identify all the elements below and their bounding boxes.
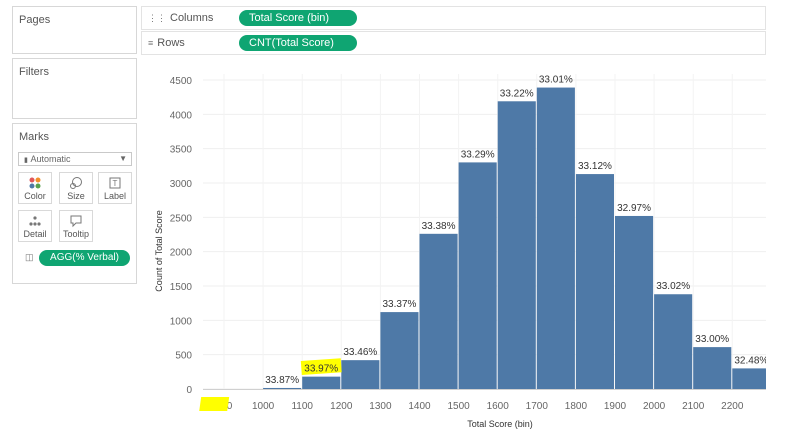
- x-tick-label: 1300: [369, 401, 392, 412]
- bar-chart-icon: ▮: [24, 157, 29, 164]
- bar-label: 33.02%: [656, 281, 690, 292]
- y-tick-label: 1500: [170, 282, 193, 293]
- histogram-bar[interactable]: [615, 215, 654, 389]
- bar-label: 33.01%: [539, 75, 573, 86]
- size-card-label: Size: [67, 191, 85, 201]
- y-tick-label: 500: [175, 351, 192, 362]
- label-icon: T: [99, 176, 131, 191]
- columns-shelf[interactable]: ⋮⋮ Columns Total Score (bin): [141, 6, 766, 30]
- bar-label: 32.97%: [617, 203, 651, 214]
- y-tick-label: 3000: [170, 179, 193, 190]
- svg-text:T: T: [113, 179, 118, 188]
- rows-shelf[interactable]: ≡ Rows CNT(Total Score): [141, 31, 766, 55]
- filters-panel[interactable]: Filters: [12, 58, 137, 119]
- histogram-bar[interactable]: [732, 368, 766, 389]
- bar-label: 33.29%: [461, 149, 495, 160]
- bar-label: 33.46%: [343, 347, 377, 358]
- labels-layer: 33.87% 33.97% 33.46% 33.37% 33.38% 33.29% 33.2…: [265, 75, 766, 386]
- bar-label: 33.38%: [422, 221, 456, 232]
- filters-title: Filters: [19, 66, 49, 78]
- x-tick-label: 1700: [526, 401, 549, 412]
- label-field-icon: ◫: [25, 252, 34, 262]
- histogram-bar[interactable]: [654, 294, 693, 389]
- bar-label: 33.22%: [500, 88, 534, 99]
- y-tick-label: 4500: [170, 76, 193, 87]
- rows-shelf-label: ≡ Rows: [148, 37, 185, 49]
- tooltip-card-label: Tooltip: [62, 229, 89, 239]
- x-tick-label: 1100: [291, 401, 313, 412]
- x-tick-label: 1900: [604, 401, 627, 412]
- histogram-bar[interactable]: [575, 174, 614, 389]
- x-tick-label: 1500: [447, 401, 470, 412]
- y-tick-label: 3500: [170, 145, 193, 156]
- histogram-bar[interactable]: [693, 347, 732, 389]
- bar-label: 33.00%: [695, 334, 729, 345]
- bar-label: 33.12%: [578, 161, 612, 172]
- x-axis-title: Total Score (bin): [467, 419, 533, 429]
- x-tick-label: 1400: [408, 401, 431, 412]
- detail-icon: [19, 214, 51, 229]
- size-icon: [60, 176, 92, 191]
- agg-verbal-pill[interactable]: AGG(% Verbal): [39, 250, 130, 266]
- color-dots-icon: [19, 176, 51, 191]
- detail-card-label: Detail: [23, 229, 47, 239]
- y-tick-label: 1000: [170, 316, 193, 327]
- mark-type-dropdown[interactable]: ▮ Automatic ▼: [18, 152, 132, 166]
- size-card[interactable]: Size: [59, 172, 93, 204]
- y-tick-label: 0: [186, 385, 192, 396]
- bar-label: 32.48%: [734, 355, 766, 366]
- x-tick-label: 2000: [643, 401, 666, 412]
- columns-pill[interactable]: Total Score (bin): [239, 10, 357, 26]
- columns-shelf-label: ⋮⋮ Columns: [148, 12, 213, 24]
- y-tick-label: 2500: [170, 213, 193, 224]
- rows-icon: ≡: [148, 38, 154, 48]
- bar-label-highlight: [300, 358, 342, 376]
- histogram-bar[interactable]: [380, 312, 419, 389]
- columns-icon: ⋮⋮: [148, 13, 166, 23]
- x-axis-ticks: 9001000110012001300140015001600170018001…: [199, 397, 744, 412]
- y-axis-title: Count of Total Score: [154, 210, 164, 291]
- histogram-bar[interactable]: [458, 162, 497, 389]
- tooltip-card[interactable]: Tooltip: [59, 210, 93, 242]
- marks-title: Marks: [19, 131, 49, 143]
- color-card-label: Color: [24, 191, 46, 201]
- histogram-bar[interactable]: [341, 360, 380, 389]
- x-tick-label: 1800: [565, 401, 588, 412]
- pages-panel: Pages: [12, 6, 137, 54]
- x-tick-label: 1600: [487, 401, 510, 412]
- x-tick-label: 2200: [721, 401, 744, 412]
- mark-type-value: Automatic: [30, 154, 71, 164]
- x-tick-highlight: [199, 397, 230, 411]
- color-card[interactable]: Color: [18, 172, 52, 204]
- x-tick-label: 2100: [682, 401, 705, 412]
- chevron-down-icon: ▼: [119, 154, 127, 163]
- x-tick-label: 1000: [252, 401, 275, 412]
- x-tick-label: 1200: [330, 401, 353, 412]
- rows-pill[interactable]: CNT(Total Score): [239, 35, 357, 51]
- marks-panel: Marks ▮ Automatic ▼ Color Size: [12, 123, 137, 284]
- bar-label: 33.97%: [304, 364, 338, 375]
- histogram-bar[interactable]: [536, 87, 575, 389]
- columns-label-text: Columns: [170, 12, 214, 24]
- detail-card[interactable]: Detail: [18, 210, 52, 242]
- bar-label: 33.87%: [265, 375, 299, 386]
- histogram-bar[interactable]: [302, 376, 341, 389]
- y-axis-ticks: 0 500 1000 1500 2000 2500 3000 3500 4000 4500: [170, 76, 193, 396]
- y-tick-label: 4000: [170, 110, 193, 121]
- y-tick-label: 2000: [170, 248, 193, 259]
- label-card[interactable]: T Label: [98, 172, 132, 204]
- histogram-bar[interactable]: [263, 387, 302, 389]
- histogram-bar[interactable]: [497, 101, 536, 389]
- histogram-chart[interactable]: 33.87% 33.97% 33.46% 33.37% 33.38% 33.29% 33.2…: [141, 56, 766, 436]
- label-card-label: Label: [103, 191, 127, 201]
- pages-title: Pages: [19, 14, 51, 26]
- bar-label: 33.37%: [382, 299, 416, 310]
- chart-area[interactable]: 33.87% 33.97% 33.46% 33.37% 33.38% 33.29% 33.2…: [141, 56, 766, 436]
- bars-layer: [263, 87, 766, 389]
- histogram-bar[interactable]: [419, 233, 458, 389]
- rows-label-text: Rows: [157, 37, 185, 49]
- tooltip-icon: [60, 214, 92, 229]
